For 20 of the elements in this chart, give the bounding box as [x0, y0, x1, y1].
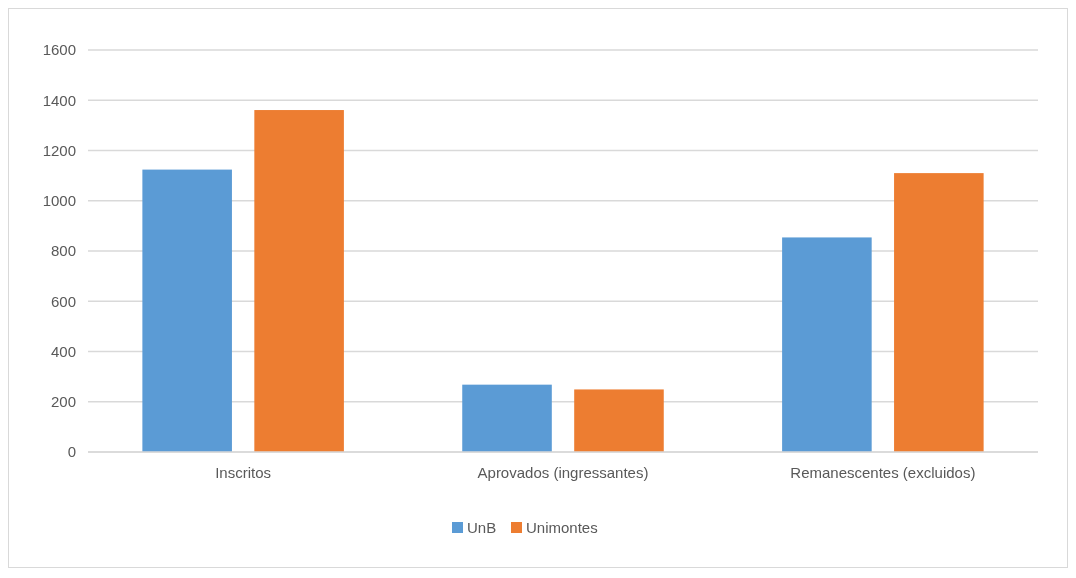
y-tick-label: 1000	[42, 192, 76, 209]
bar	[462, 384, 552, 452]
x-tick-label: Inscritos	[215, 464, 272, 481]
bar	[782, 237, 872, 452]
bar	[894, 173, 984, 452]
y-tick-label: 0	[67, 443, 76, 461]
legend-label: UnB	[467, 519, 497, 537]
bar	[254, 110, 344, 452]
x-tick-label: Aprovados (ingressantes)	[477, 464, 649, 481]
y-tick-label: 1400	[42, 91, 76, 109]
y-tick-label: 400	[50, 342, 76, 360]
y-tick-label: 200	[50, 393, 76, 410]
bar	[142, 169, 232, 452]
y-tick-label: 1200	[42, 141, 76, 159]
y-tick-label: 800	[50, 242, 76, 260]
y-tick-label: 1600	[42, 41, 76, 59]
x-tick-label: Remanescentes (excluidos)	[790, 464, 976, 481]
bar	[574, 389, 664, 452]
legend-label: Unimontes	[526, 519, 598, 537]
y-tick-label: 600	[50, 292, 76, 310]
